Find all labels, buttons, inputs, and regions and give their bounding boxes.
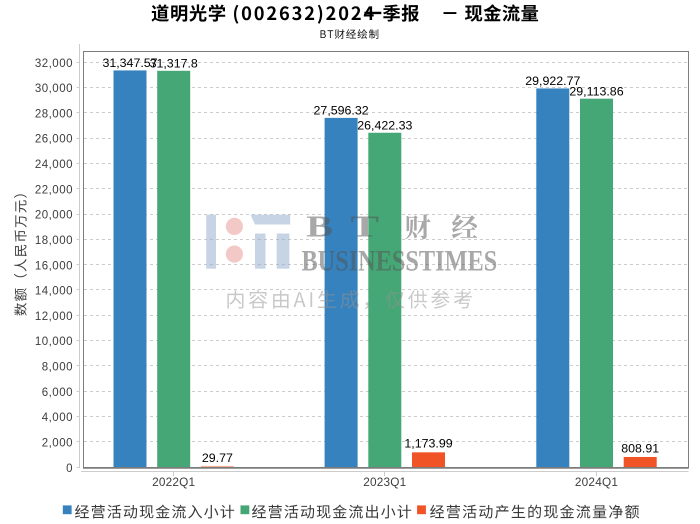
svg-text:24,000: 24,000 <box>35 159 73 171</box>
svg-text:4,000: 4,000 <box>42 412 73 424</box>
svg-text:31,317.8: 31,317.8 <box>150 56 198 70</box>
svg-text:18,000: 18,000 <box>35 235 73 247</box>
svg-text:0: 0 <box>66 463 73 475</box>
svg-text:T: T <box>351 210 380 244</box>
svg-text:26,422.33: 26,422.33 <box>357 118 412 132</box>
svg-text:14,000: 14,000 <box>35 286 73 298</box>
svg-text:26,000: 26,000 <box>35 134 73 146</box>
svg-text:16,000: 16,000 <box>35 260 73 272</box>
svg-text:31,347.57: 31,347.57 <box>102 56 157 70</box>
svg-text:B: B <box>306 209 333 243</box>
svg-text:2,000: 2,000 <box>42 437 73 449</box>
svg-text:6,000: 6,000 <box>42 387 73 399</box>
svg-text:BUSINESSTIMES: BUSINESSTIMES <box>302 244 498 277</box>
svg-text:808.91: 808.91 <box>621 441 659 455</box>
svg-text:20,000: 20,000 <box>35 210 73 222</box>
svg-text:27,596.32: 27,596.32 <box>314 104 369 118</box>
svg-text:30,000: 30,000 <box>35 83 73 95</box>
svg-text:8,000: 8,000 <box>42 362 73 374</box>
svg-text:29,922.77: 29,922.77 <box>525 74 580 88</box>
svg-text:29,113.86: 29,113.86 <box>569 84 623 98</box>
svg-text:10,000: 10,000 <box>35 336 73 348</box>
svg-text:1,173.99: 1,173.99 <box>404 437 452 451</box>
svg-text:28,000: 28,000 <box>35 108 73 120</box>
svg-text:29.77: 29.77 <box>202 451 233 465</box>
svg-text:12,000: 12,000 <box>35 311 73 323</box>
svg-text:2022Q1: 2022Q1 <box>152 475 195 489</box>
svg-text:22,000: 22,000 <box>35 184 73 196</box>
svg-text:32,000: 32,000 <box>35 58 73 70</box>
svg-text:2024Q1: 2024Q1 <box>575 475 618 489</box>
svg-text:2023Q1: 2023Q1 <box>363 475 406 489</box>
